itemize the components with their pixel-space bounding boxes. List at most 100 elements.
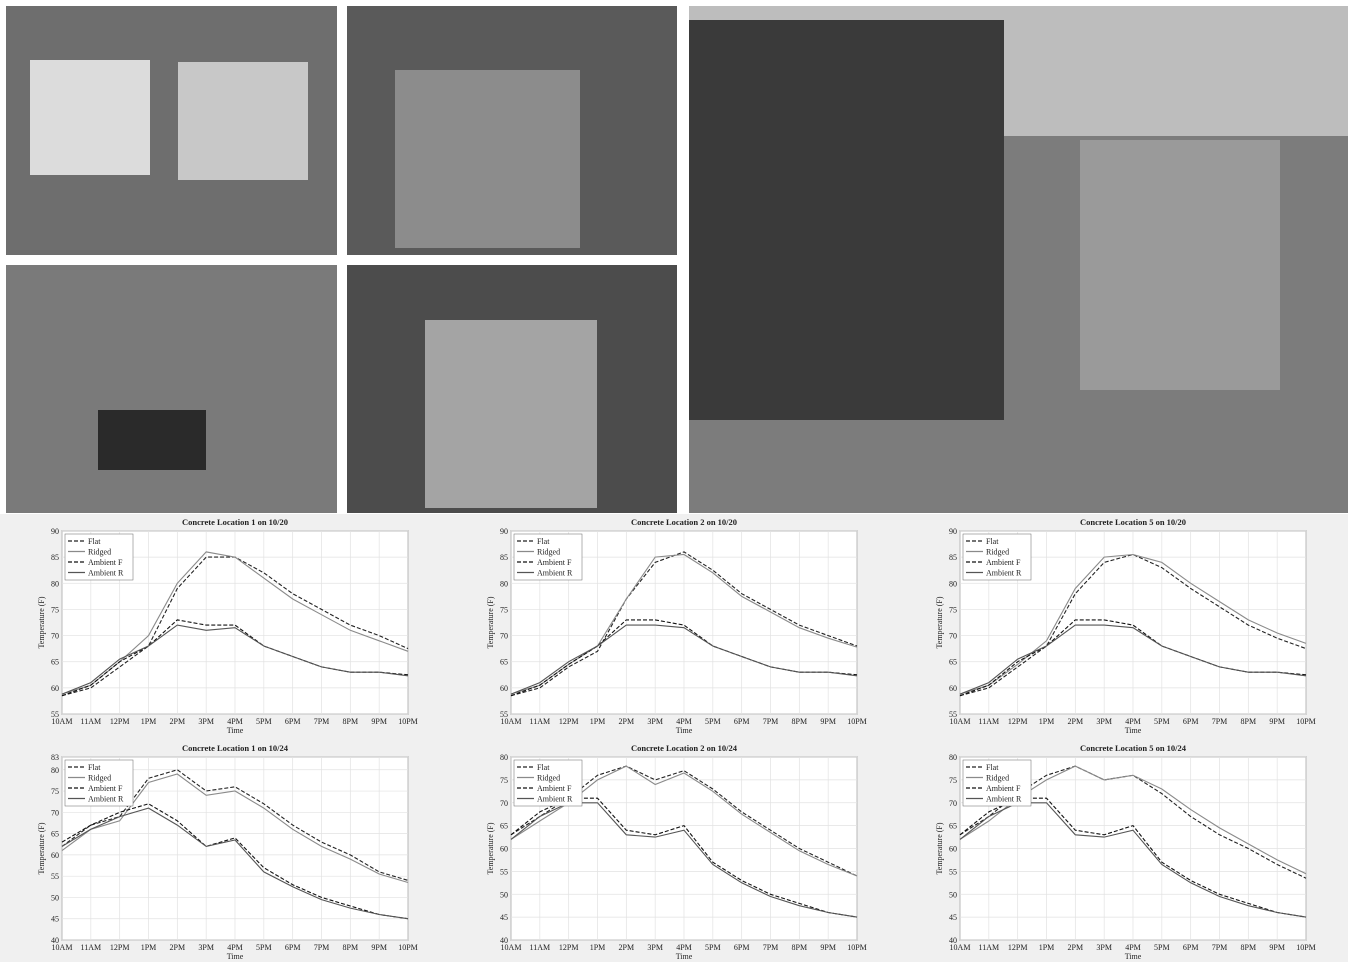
x-tick-label: 4PM (676, 943, 692, 952)
x-tick-label: 2PM (619, 943, 635, 952)
y-tick-label: 75 (500, 605, 508, 614)
x-tick-label: 3PM (198, 943, 214, 952)
x-tick-label: 6PM (734, 943, 750, 952)
y-tick-label: 60 (949, 845, 957, 854)
x-tick-label: 11AM (530, 717, 551, 726)
photo (6, 265, 337, 513)
x-tick-label: 4PM (676, 717, 692, 726)
y-tick-label: 50 (500, 890, 508, 899)
x-axis-label: Time (227, 952, 244, 961)
x-tick-label: 12PM (1008, 717, 1028, 726)
x-tick-label: 6PM (1183, 717, 1199, 726)
y-tick-label: 85 (949, 553, 957, 562)
legend-label: Ambient F (537, 558, 572, 567)
legend-label: Ambient R (537, 795, 573, 804)
x-tick-label: 3PM (1096, 943, 1112, 952)
y-tick-label: 65 (51, 830, 59, 839)
x-axis-label: Time (676, 952, 693, 961)
x-tick-label: 4PM (227, 943, 243, 952)
x-tick-label: 9PM (820, 943, 836, 952)
y-tick-label: 70 (500, 799, 508, 808)
legend-label: Ridged (986, 774, 1009, 783)
x-tick-label: 1PM (590, 943, 606, 952)
photo-detail (425, 320, 597, 508)
y-tick-label: 55 (500, 867, 508, 876)
y-tick-label: 80 (500, 753, 508, 762)
y-tick-label: 40 (500, 936, 508, 945)
y-tick-label: 60 (500, 684, 508, 693)
x-tick-label: 10PM (1296, 717, 1316, 726)
y-tick-label: 75 (949, 776, 957, 785)
x-tick-label: 5PM (705, 717, 721, 726)
x-tick-label: 9PM (1269, 717, 1285, 726)
x-tick-label: 12PM (110, 943, 130, 952)
x-axis-label: Time (1125, 726, 1142, 735)
y-tick-label: 55 (500, 710, 508, 719)
y-tick-label: 75 (51, 787, 59, 796)
y-tick-label: 75 (51, 605, 59, 614)
x-tick-label: 9PM (371, 717, 387, 726)
y-tick-label: 70 (51, 808, 59, 817)
chart-title: Concrete Location 5 on 10/20 (1080, 517, 1186, 527)
y-tick-label: 80 (949, 753, 957, 762)
legend-label: Ambient F (88, 558, 123, 567)
y-tick-label: 65 (949, 658, 957, 667)
photo-detail (689, 20, 1004, 420)
x-tick-label: 1PM (141, 717, 157, 726)
legend-label: Ambient F (986, 784, 1021, 793)
y-axis-label: Temperature (F) (935, 596, 944, 648)
legend-label: Flat (88, 763, 101, 772)
y-tick-label: 60 (500, 845, 508, 854)
legend-label: Flat (88, 537, 101, 546)
x-tick-label: 10PM (847, 943, 867, 952)
legend-label: Flat (986, 763, 999, 772)
x-tick-label: 4PM (1125, 943, 1141, 952)
page: Concrete Location 1 on 10/2010AM11AM12PM… (0, 0, 1348, 962)
photo-detail (395, 70, 580, 248)
photo-detail (30, 60, 150, 175)
x-tick-label: 2PM (619, 717, 635, 726)
y-tick-label: 40 (51, 936, 59, 945)
x-tick-label: 3PM (647, 717, 663, 726)
legend-label: Ambient F (986, 558, 1021, 567)
x-tick-label: 10PM (1296, 943, 1316, 952)
x-tick-label: 7PM (314, 943, 330, 952)
x-tick-label: 3PM (198, 717, 214, 726)
y-tick-label: 55 (949, 710, 957, 719)
y-axis-label: Temperature (F) (486, 822, 495, 874)
legend-label: Ambient R (537, 569, 573, 578)
x-tick-label: 7PM (1212, 717, 1228, 726)
y-tick-label: 60 (949, 684, 957, 693)
x-tick-label: 7PM (763, 717, 779, 726)
chart-title: Concrete Location 1 on 10/24 (182, 743, 289, 753)
y-tick-label: 80 (949, 579, 957, 588)
x-tick-label: 8PM (1241, 943, 1257, 952)
y-axis-label: Temperature (F) (37, 822, 46, 874)
legend-label: Ambient R (88, 569, 124, 578)
y-axis-label: Temperature (F) (37, 596, 46, 648)
y-tick-label: 45 (949, 913, 957, 922)
y-tick-label: 60 (51, 684, 59, 693)
x-tick-label: 4PM (227, 717, 243, 726)
x-tick-label: 9PM (820, 717, 836, 726)
x-tick-label: 8PM (1241, 717, 1257, 726)
x-tick-label: 3PM (647, 943, 663, 952)
chart-title: Concrete Location 2 on 10/24 (631, 743, 738, 753)
y-tick-label: 45 (51, 915, 59, 924)
legend-label: Ambient F (88, 784, 123, 793)
x-tick-label: 2PM (1068, 943, 1084, 952)
x-tick-label: 6PM (734, 717, 750, 726)
x-tick-label: 6PM (285, 717, 301, 726)
y-tick-label: 40 (949, 936, 957, 945)
x-tick-label: 2PM (170, 717, 186, 726)
y-tick-label: 70 (949, 632, 957, 641)
chart-title: Concrete Location 1 on 10/20 (182, 517, 288, 527)
x-axis-label: Time (676, 726, 693, 735)
x-tick-label: 10PM (398, 943, 418, 952)
y-tick-label: 90 (500, 527, 508, 536)
y-tick-label: 90 (51, 527, 59, 536)
y-axis-label: Temperature (F) (935, 822, 944, 874)
photo-detail (1080, 140, 1280, 390)
legend-label: Ridged (88, 774, 111, 783)
x-tick-label: 2PM (1068, 717, 1084, 726)
